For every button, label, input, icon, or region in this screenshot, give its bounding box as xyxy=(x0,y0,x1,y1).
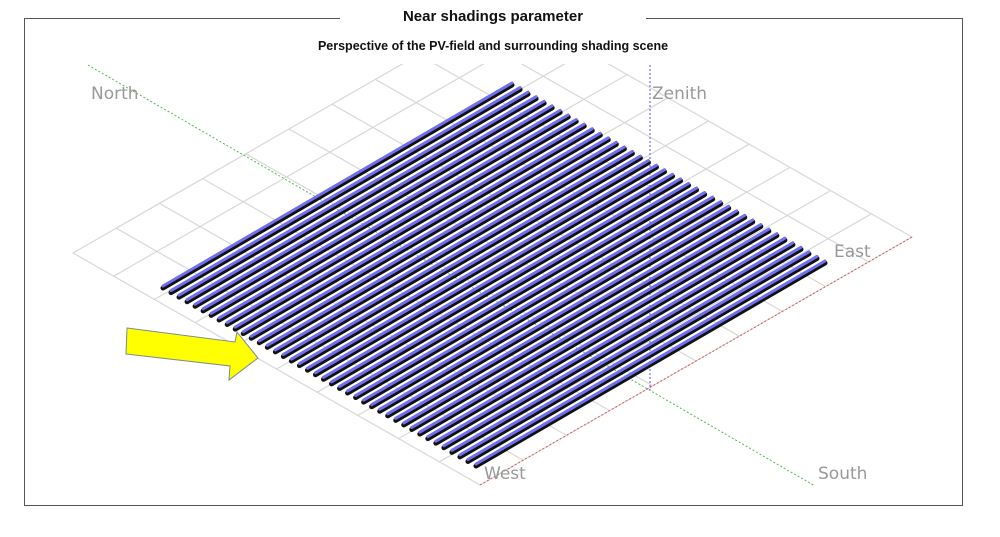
pv-row xyxy=(442,241,795,448)
pv-row xyxy=(209,108,562,315)
grid-line xyxy=(520,64,870,263)
pv-row-edge xyxy=(240,128,595,337)
pv-row-edge xyxy=(433,237,788,446)
pv-row-edge xyxy=(288,155,643,364)
pv-row xyxy=(217,113,570,320)
label-west: West xyxy=(484,464,526,484)
label-zenith: Zenith xyxy=(652,84,707,104)
pv-row-edge xyxy=(232,123,587,332)
pv-row xyxy=(201,104,554,311)
pv-row-edge xyxy=(345,187,700,396)
pv-row-edge xyxy=(208,109,563,318)
pv-row xyxy=(289,154,642,361)
pv-row xyxy=(354,191,707,398)
pv-row xyxy=(249,131,602,338)
pv-row xyxy=(265,140,618,347)
pv-row xyxy=(474,259,827,466)
pv-row xyxy=(273,145,626,352)
grid-line xyxy=(113,64,485,277)
pv-row-edge xyxy=(224,119,579,328)
pv-row-edge xyxy=(184,96,539,305)
pv-row xyxy=(450,245,803,452)
pv-row xyxy=(370,200,723,407)
pv-row xyxy=(161,81,514,288)
pv-row-edge xyxy=(465,255,820,464)
pv-row xyxy=(458,250,811,457)
pv-row xyxy=(305,163,658,370)
pv-row-edge xyxy=(361,196,716,405)
pv-row xyxy=(410,222,763,429)
grid-line xyxy=(607,64,913,238)
pv-row-edge xyxy=(192,100,547,309)
pv-row-edge xyxy=(272,146,627,355)
scene-subtitle: Perspective of the PV-field and surround… xyxy=(317,39,669,53)
pv-row xyxy=(233,122,586,329)
pv-row-edge xyxy=(337,182,692,391)
pv-row xyxy=(338,181,691,388)
pv-row-edge xyxy=(160,82,515,291)
pv-row-edge xyxy=(280,150,635,359)
pv-row-edge xyxy=(457,251,812,460)
pv-row xyxy=(386,209,739,416)
pv-row-edge xyxy=(417,228,772,437)
pv-row xyxy=(297,159,650,366)
pv-field xyxy=(160,81,828,469)
pv-row xyxy=(426,232,779,439)
pv-row-edge xyxy=(256,137,611,346)
pv-row-edge xyxy=(377,205,732,414)
frame-top-left xyxy=(24,18,340,19)
pv-row-edge xyxy=(216,114,571,323)
pv-row xyxy=(257,136,610,343)
pv-row-edge xyxy=(449,246,804,455)
panel-frame xyxy=(24,18,963,506)
pv-row xyxy=(434,236,787,443)
pv-row xyxy=(418,227,771,434)
pv-row-edge xyxy=(473,260,828,469)
pv-row xyxy=(225,118,578,325)
east-west-axis xyxy=(479,236,913,486)
label-east: East xyxy=(834,242,871,262)
pv-row xyxy=(466,254,819,461)
pv-row xyxy=(322,172,675,379)
pv-row xyxy=(185,95,538,302)
pv-row xyxy=(330,177,683,384)
label-north: North xyxy=(91,84,139,104)
panel-title: Near shadings parameter xyxy=(402,8,584,25)
pv-row-edge xyxy=(168,87,523,296)
pv-row-edge xyxy=(385,210,740,419)
pv-row xyxy=(169,86,522,293)
pv-row-edge xyxy=(401,219,756,428)
pv-row xyxy=(281,149,634,356)
pv-row-edge xyxy=(393,214,748,423)
pv-row-edge xyxy=(369,201,724,410)
pv-row xyxy=(362,195,715,402)
pv-row-edge xyxy=(304,164,659,373)
pv-row-edge xyxy=(409,223,764,432)
pv-row-edge xyxy=(176,91,531,300)
pv-row-edge xyxy=(248,132,603,341)
pv-row-edge xyxy=(264,141,619,350)
frame-top-right xyxy=(646,18,962,19)
pv-row xyxy=(177,90,530,297)
yellow-arrow-icon xyxy=(125,327,259,382)
pv-row xyxy=(193,99,546,306)
pv-row xyxy=(378,204,731,411)
pv-row-edge xyxy=(312,169,667,378)
pv-row-edge xyxy=(353,192,708,401)
grid-line xyxy=(72,64,404,254)
pv-row xyxy=(346,186,699,393)
pv-row xyxy=(241,127,594,334)
pv-row-edge xyxy=(329,178,684,387)
pv-row xyxy=(394,213,747,420)
pv-row xyxy=(313,168,666,375)
pv-row-edge xyxy=(321,173,676,382)
pv-row-edge xyxy=(425,233,780,442)
pv-row-edge xyxy=(441,242,796,451)
label-south: South xyxy=(818,464,867,484)
pv-row-edge xyxy=(296,160,651,369)
pv-row xyxy=(402,218,755,425)
pv-row-edge xyxy=(200,105,555,314)
